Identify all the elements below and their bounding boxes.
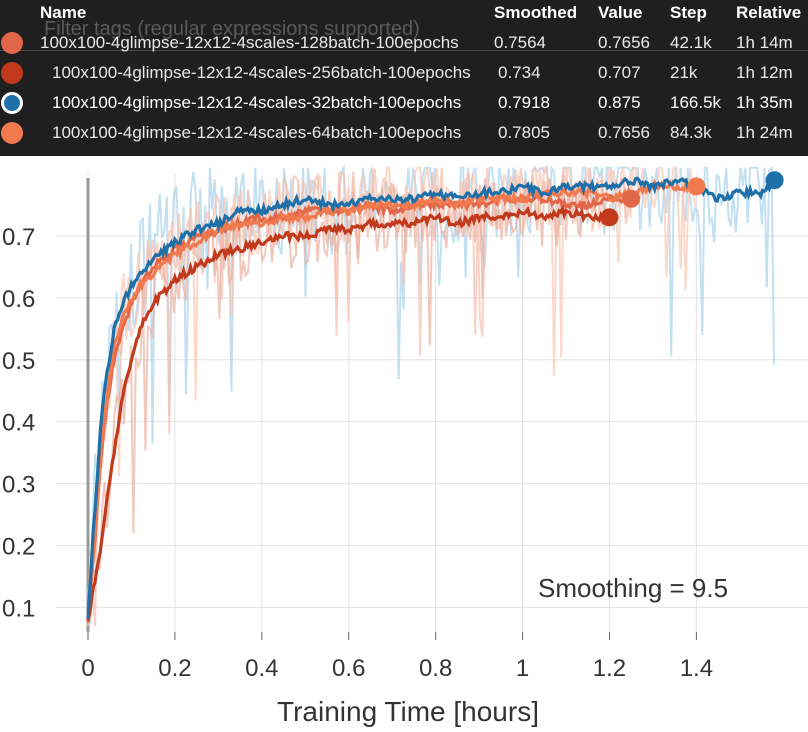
smoothing-annotation: Smoothing = 9.5 <box>538 573 728 603</box>
run-value: 0.707 <box>598 63 641 82</box>
x-tick-label: 0 <box>81 655 94 682</box>
tooltip-row-selected: 100x100-4glimpse-12x12-4scales-32batch-1… <box>0 88 808 118</box>
accuracy-chart: 0.1 0.2 0.3 0.4 0.5 0.6 0.7 0 0.2 0.4 0.6 0.8 1 1.2 1… <box>2 164 808 727</box>
run-step: 84.3k <box>670 123 712 142</box>
series-endpoint-marker <box>687 177 706 196</box>
run-color-dot <box>1 92 23 114</box>
header-value: Value <box>598 3 643 22</box>
run-step: 42.1k <box>670 33 712 52</box>
run-name: 100x100-4glimpse-12x12-4scales-32batch-1… <box>52 93 462 112</box>
run-color-dot <box>1 32 23 54</box>
smoothed-series-line <box>86 178 697 617</box>
run-color-dot <box>1 122 23 144</box>
raw-series-line <box>87 174 610 627</box>
x-axis-title: Training Time [hours] <box>277 696 539 727</box>
run-name: 100x100-4glimpse-12x12-4scales-128batch-… <box>40 33 459 52</box>
y-tick-label: 0.2 <box>2 534 35 561</box>
run-value: 0.7656 <box>598 123 650 142</box>
run-value: 0.7656 <box>598 33 650 52</box>
series-endpoint-marker <box>600 208 619 227</box>
run-name: 100x100-4glimpse-12x12-4scales-256batch-… <box>52 63 471 82</box>
run-relative: 1h 14m <box>736 33 793 52</box>
x-tick-label: 0.2 <box>158 655 191 682</box>
y-tick-label: 0.6 <box>2 286 35 313</box>
header-step: Step <box>670 3 707 22</box>
y-tick-label: 0.3 <box>2 472 35 499</box>
run-tooltip: Filter tags (regular expressions support… <box>0 0 808 156</box>
y-tick-label: 0.1 <box>2 595 35 622</box>
run-color-dot <box>1 62 23 84</box>
y-tick-label: 0.7 <box>2 224 35 251</box>
run-smoothed: 0.734 <box>498 63 541 82</box>
tooltip-row: 100x100-4glimpse-12x12-4scales-64batch-1… <box>0 118 808 148</box>
run-smoothed: 0.7918 <box>498 93 550 112</box>
series-endpoints <box>600 171 784 227</box>
filter-underline <box>0 50 808 51</box>
run-relative: 1h 35m <box>736 93 793 112</box>
tooltip-row: 100x100-4glimpse-12x12-4scales-256batch-… <box>0 58 808 88</box>
run-smoothed: 0.7805 <box>498 123 550 142</box>
x-tick-label: 0.4 <box>245 655 278 682</box>
y-tick-label: 0.5 <box>2 348 35 375</box>
header-smoothed: Smoothed <box>494 3 578 22</box>
run-step: 166.5k <box>670 93 722 112</box>
run-step: 21k <box>670 63 698 82</box>
x-tick-label: 1 <box>516 655 529 682</box>
x-tick-label: 0.6 <box>332 655 365 682</box>
header-name: Name <box>40 3 87 22</box>
y-axis-ticks: 0.1 0.2 0.3 0.4 0.5 0.6 0.7 <box>2 224 35 623</box>
x-tick-label: 1.2 <box>593 655 626 682</box>
header-relative: Relative <box>736 3 802 22</box>
y-tick-label: 0.4 <box>2 410 35 437</box>
smoothed-series-line <box>86 176 776 619</box>
series-endpoint-marker <box>622 189 641 208</box>
x-axis-ticks: 0 0.2 0.4 0.6 0.8 1 1.2 1.4 <box>81 632 713 682</box>
series-endpoint-marker <box>765 171 784 190</box>
filter-tags-placeholder: Filter tags (regular expressions support… <box>44 18 420 40</box>
x-tick-label: 1.4 <box>680 655 713 682</box>
run-name: 100x100-4glimpse-12x12-4scales-64batch-1… <box>52 123 462 142</box>
run-smoothed: 0.7564 <box>494 33 546 52</box>
x-tick-label: 0.8 <box>419 655 452 682</box>
smoothed-series-line <box>86 204 611 622</box>
run-relative: 1h 12m <box>736 63 793 82</box>
run-value: 0.875 <box>598 93 641 112</box>
tooltip-row: 100x100-4glimpse-12x12-4scales-128batch-… <box>0 28 808 58</box>
run-relative: 1h 24m <box>736 123 793 142</box>
smoothed-curves <box>86 176 776 623</box>
